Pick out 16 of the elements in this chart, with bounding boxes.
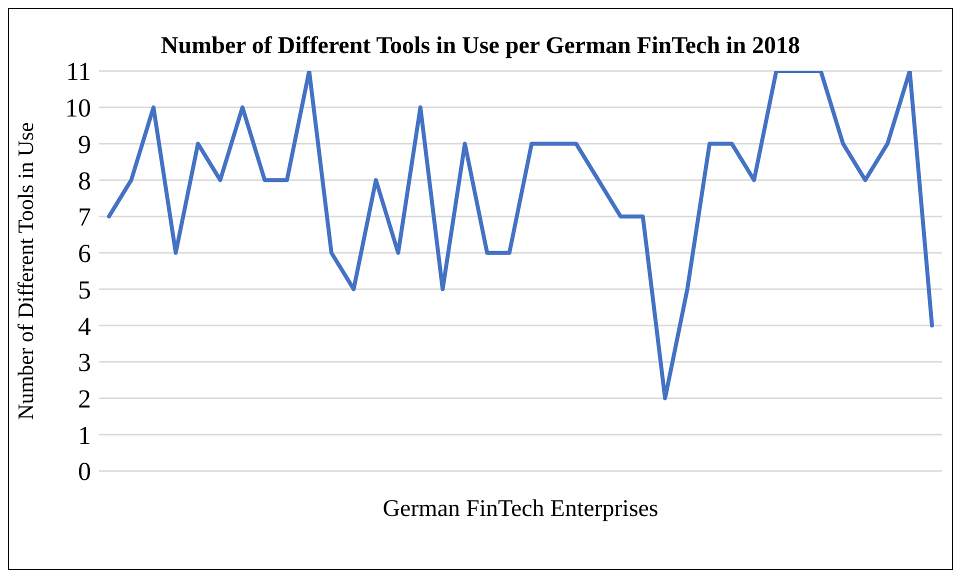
y-tick-label: 5 bbox=[78, 275, 91, 304]
y-tick-label: 1 bbox=[78, 420, 91, 450]
y-tick-label: 10 bbox=[65, 94, 91, 123]
y-tick-label: 9 bbox=[78, 130, 91, 159]
x-axis-title: German FinTech Enterprises bbox=[382, 496, 658, 522]
y-axis-title: Number of Different Tools in Use bbox=[12, 122, 38, 420]
chart-title: Number of Different Tools in Use per German FinTech in 2018 bbox=[160, 32, 802, 61]
y-tick-label: 6 bbox=[78, 239, 91, 268]
y-tick-label: 4 bbox=[78, 312, 91, 341]
y-tick-label: 7 bbox=[78, 202, 91, 232]
line-series bbox=[107, 71, 934, 400]
y-tick-label: 8 bbox=[78, 166, 91, 196]
y-tick-label: 0 bbox=[78, 457, 91, 486]
y-tick-label: 3 bbox=[78, 348, 91, 378]
y-tick-label: 11 bbox=[66, 57, 91, 86]
y-tick-label: 2 bbox=[78, 384, 91, 414]
